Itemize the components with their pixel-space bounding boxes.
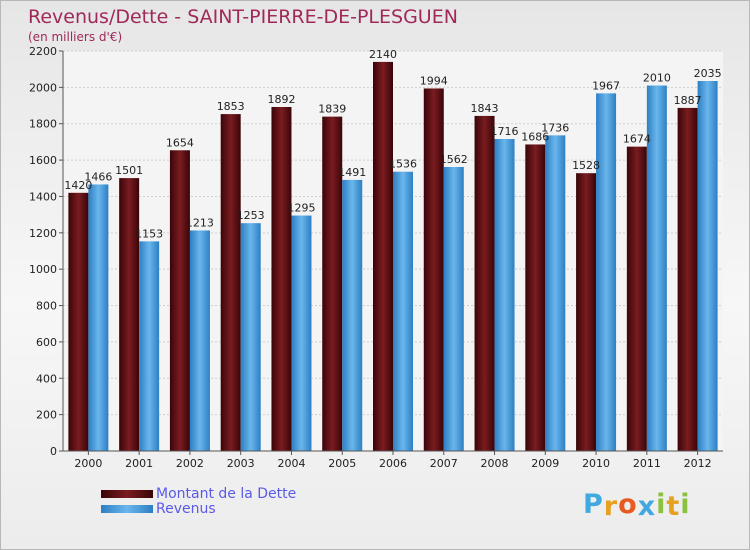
data-label-debt-2003: 1853 — [217, 100, 245, 113]
legend-swatch-revenus — [101, 505, 153, 513]
data-label-debt-2004: 1892 — [267, 93, 295, 106]
bar-revenus-2001 — [139, 241, 160, 451]
y-tick-label: 800 — [36, 300, 57, 313]
bar-revenus-2000 — [88, 184, 109, 452]
bar-debt-2011 — [626, 146, 647, 452]
y-tick-label: 1800 — [29, 118, 57, 131]
x-tick-label-2001: 2001 — [125, 457, 153, 470]
bar-debt-2009 — [525, 144, 546, 452]
bar-debt-2010 — [576, 173, 597, 451]
x-tick-label-2005: 2005 — [328, 457, 356, 470]
data-label-debt-2001: 1501 — [115, 164, 143, 177]
chart-title: Revenus/Dette - SAINT-PIERRE-DE-PLESGUEN — [28, 6, 458, 28]
x-tick-label-2010: 2010 — [582, 457, 610, 470]
x-tick-label-2008: 2008 — [481, 457, 509, 470]
bar-revenus-2012 — [697, 81, 718, 451]
data-label-debt-2005: 1839 — [318, 103, 346, 116]
y-tick-label: 1600 — [29, 154, 57, 167]
x-tick-label-2012: 2012 — [684, 457, 712, 470]
logo-letter: o — [618, 489, 638, 520]
y-tick-label: 1400 — [29, 190, 57, 203]
bar-revenus-2002 — [189, 230, 210, 451]
data-label-revenus-2003: 1253 — [237, 209, 265, 222]
x-tick-label-2011: 2011 — [633, 457, 661, 470]
data-label-revenus-2011: 2010 — [643, 72, 671, 85]
data-label-debt-2008: 1843 — [471, 102, 499, 115]
bar-revenus-2008 — [494, 139, 515, 451]
data-label-revenus-2002: 1213 — [186, 216, 214, 229]
bar-debt-2012 — [677, 107, 698, 451]
data-label-revenus-2012: 2035 — [694, 67, 722, 80]
proxiti-logo: Proxiti — [583, 489, 691, 522]
data-label-debt-2011: 1674 — [623, 133, 651, 146]
y-tick-label: 1000 — [29, 263, 57, 276]
y-tick-label: 0 — [50, 445, 57, 458]
logo-letter: i — [656, 489, 667, 520]
legend-swatch-debt — [101, 490, 153, 498]
x-tick-label-2000: 2000 — [74, 457, 102, 470]
bar-debt-2005 — [322, 116, 343, 452]
bar-revenus-2003 — [240, 223, 261, 451]
bar-revenus-2007 — [443, 167, 464, 451]
logo-letter: r — [603, 491, 619, 522]
data-label-debt-2009: 1686 — [521, 130, 549, 143]
logo-letter: x — [637, 491, 657, 522]
data-label-revenus-2001: 1153 — [135, 227, 163, 240]
data-label-debt-2002: 1654 — [166, 136, 194, 149]
x-tick-label-2004: 2004 — [277, 457, 305, 470]
data-label-revenus-2007: 1562 — [440, 153, 468, 166]
bar-debt-2007 — [423, 88, 444, 452]
x-tick-label-2002: 2002 — [176, 457, 204, 470]
data-label-revenus-2004: 1295 — [287, 202, 315, 215]
bar-debt-2002 — [169, 150, 190, 452]
bar-revenus-2011 — [646, 85, 667, 451]
data-label-debt-2012: 1887 — [674, 94, 702, 107]
y-tick-label: 600 — [36, 336, 57, 349]
bar-debt-2003 — [220, 114, 241, 451]
data-label-revenus-2009: 1736 — [541, 121, 569, 134]
logo-letter: i — [680, 489, 691, 520]
y-tick-label: 2000 — [29, 81, 57, 94]
legend-label-debt: Montant de la Dette — [156, 486, 297, 502]
bar-debt-2008 — [474, 115, 495, 451]
bar-debt-2004 — [271, 107, 292, 451]
data-label-debt-2007: 1994 — [420, 74, 448, 87]
bar-revenus-2009 — [545, 135, 566, 451]
data-label-revenus-2006: 1536 — [389, 158, 417, 171]
bar-debt-2000 — [68, 192, 89, 451]
bar-revenus-2005 — [342, 179, 363, 451]
chart-subtitle: (en milliers d'€) — [28, 30, 123, 44]
data-label-revenus-2010: 1967 — [592, 79, 620, 92]
bar-revenus-2004 — [291, 215, 312, 451]
data-label-revenus-2008: 1716 — [491, 125, 519, 138]
x-tick-label-2006: 2006 — [379, 457, 407, 470]
y-tick-label: 400 — [36, 372, 57, 385]
bar-debt-2006 — [373, 61, 393, 452]
y-tick-label: 2200 — [29, 45, 57, 58]
logo-letter: P — [583, 489, 604, 520]
bar-debt-2001 — [119, 178, 140, 451]
data-label-debt-2006: 2140 — [369, 48, 397, 61]
y-tick-label: 1200 — [29, 227, 57, 240]
data-label-debt-2000: 1420 — [64, 179, 92, 192]
bar-revenus-2010 — [596, 93, 617, 451]
x-tick-label-2003: 2003 — [227, 457, 255, 470]
logo-letter: t — [666, 491, 681, 522]
x-tick-label-2007: 2007 — [430, 457, 458, 470]
data-label-debt-2010: 1528 — [572, 159, 600, 172]
data-label-revenus-2005: 1491 — [338, 166, 366, 179]
x-tick-label-2009: 2009 — [531, 457, 559, 470]
data-label-revenus-2000: 1466 — [84, 170, 112, 183]
y-tick-label: 200 — [36, 409, 57, 422]
bar-revenus-2006 — [393, 171, 413, 451]
legend-label-revenus: Revenus — [156, 501, 216, 517]
